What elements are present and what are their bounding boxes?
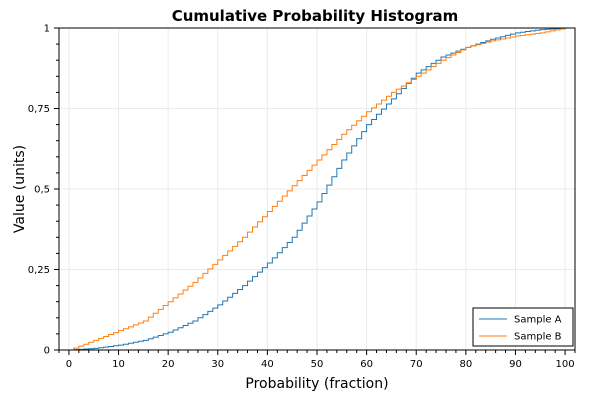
- legend-label: Sample B: [514, 332, 562, 343]
- y-axis-title: Value (units): [12, 145, 28, 233]
- y-tick-label: 0,5: [34, 185, 50, 196]
- x-tick-label: 60: [360, 359, 373, 370]
- x-tick-label: 0: [66, 359, 72, 370]
- chart-title: Cumulative Probability Histogram: [171, 7, 459, 25]
- x-tick-label: 100: [556, 359, 575, 370]
- x-tick-label: 30: [211, 359, 224, 370]
- legend-box: [472, 307, 574, 347]
- legend-label: Sample A: [514, 315, 562, 326]
- y-tick-label: 1: [44, 24, 50, 35]
- y-tick-label: 0,75: [28, 104, 50, 115]
- axes: 0 10 20 30 40 50 60 70 80 90 100 0 0,25 0,5 0,75 1: [28, 24, 576, 370]
- series-line-b: [68, 28, 566, 351]
- x-tick-label: 70: [410, 359, 423, 370]
- series-line-a: [68, 27, 566, 351]
- legend: Sample A Sample B: [472, 307, 574, 347]
- x-tick-label: 90: [509, 359, 522, 370]
- grid: [59, 27, 575, 351]
- series-layer: [68, 27, 566, 351]
- x-tick-label: 10: [112, 359, 125, 370]
- x-tick-label: 40: [261, 359, 274, 370]
- x-axis-title: Probability (fraction): [245, 376, 388, 392]
- x-tick-label: 20: [162, 359, 175, 370]
- x-tick-label: 50: [311, 359, 324, 370]
- y-tick-label: 0,25: [28, 265, 50, 276]
- y-tick-label: 0: [44, 346, 50, 357]
- x-tick-label: 80: [459, 359, 472, 370]
